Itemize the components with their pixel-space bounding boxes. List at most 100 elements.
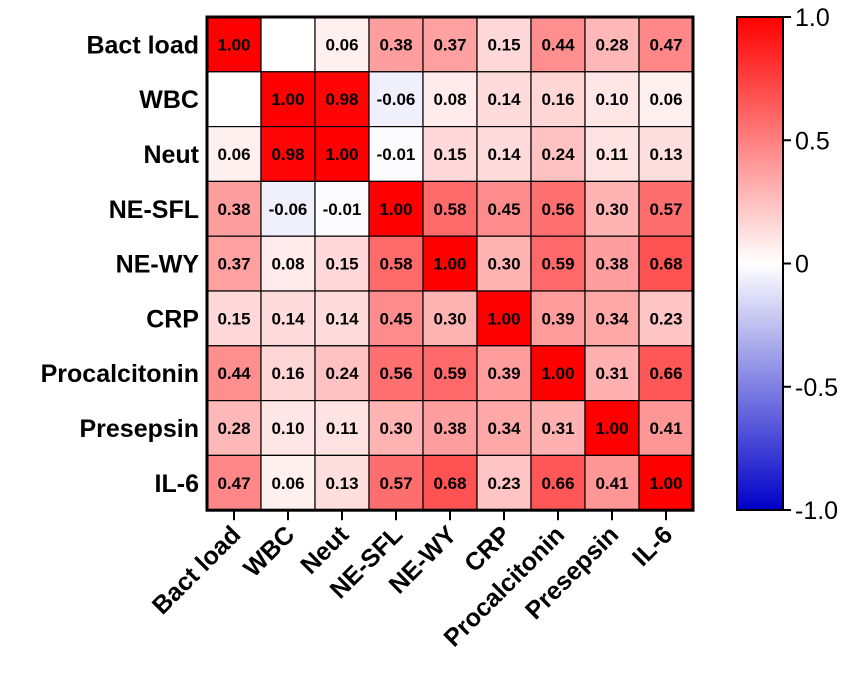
cell-value-label: 0.31 (595, 364, 628, 383)
cell-value-label: 0.15 (325, 255, 358, 274)
cell-value-label: 0.41 (649, 419, 682, 438)
heatmap-cell (530, 345, 586, 402)
cell-value-label: 0.11 (596, 145, 628, 164)
heatmap-cell (206, 16, 262, 73)
heatmap-cell (368, 400, 424, 457)
cell-value-label: 0.38 (595, 255, 628, 274)
cell-value-label: 0.47 (649, 35, 682, 54)
cell-value-label: 0.59 (541, 255, 574, 274)
cell-value-label: 0.68 (649, 255, 682, 274)
cell-value-label: 0.98 (325, 90, 358, 109)
colorbar-tick-label: 1.0 (795, 4, 830, 32)
axis-ticks (233, 510, 667, 521)
cell-value-label: 0.58 (379, 255, 412, 274)
cell-value-label: 0.23 (487, 474, 520, 493)
colorbar-tick-label: -0.5 (795, 374, 838, 402)
heatmap-cell (584, 16, 640, 73)
cell-value-label: 0.56 (379, 364, 412, 383)
heatmap-cell (260, 290, 316, 347)
heatmap-cell (422, 125, 478, 182)
cell-value-label: 1.00 (271, 90, 304, 109)
cell-value-label: -0.06 (269, 200, 308, 219)
row-label: Procalcitonin (41, 360, 199, 388)
cell-value-label: 1.00 (379, 200, 412, 219)
cell-value-label: 0.14 (325, 309, 359, 328)
heatmap-cell (638, 235, 694, 292)
cell-value-label: 1.00 (217, 35, 250, 54)
cell-value-label: 0.13 (325, 474, 358, 493)
cell-value-label: 0.08 (271, 255, 304, 274)
cell-value-label: 0.08 (433, 90, 466, 109)
heatmap-cell (206, 235, 262, 292)
cell-value-label: 0.34 (487, 419, 521, 438)
colorbar (736, 16, 784, 511)
cell-value-label: 0.39 (541, 309, 574, 328)
col-label: Bact load (147, 521, 246, 620)
col-labels: Bact loadWBCNeutNE-SFLNE-WYCRPProcalcito… (147, 520, 678, 652)
heatmap-cell (368, 125, 424, 182)
cell-value-label: 0.38 (217, 200, 250, 219)
heatmap-cell (206, 454, 262, 511)
cell-value-label: 0.66 (649, 364, 682, 383)
cell-value-label: 0.41 (595, 474, 628, 493)
heatmap-cell (368, 454, 424, 511)
cell-value-label: 0.57 (379, 474, 412, 493)
heatmap-cell (638, 400, 694, 457)
heatmap-cell (530, 71, 586, 128)
heatmap-cell (206, 400, 262, 457)
cell-value-label: 0.45 (379, 309, 412, 328)
cell-value-label: 0.14 (487, 145, 521, 164)
colorbar-tick-label: 0 (795, 251, 809, 279)
heatmap-cell-labels: 1.00 0.06 0.38 0.37 0.15 0.44 0.28 0.47 1.00 0.98… (217, 35, 682, 492)
cell-value-label: 0.44 (541, 35, 575, 54)
row-label: NE-SFL (109, 196, 199, 224)
heatmap-cell (476, 235, 532, 292)
heatmap-cell (260, 16, 316, 73)
heatmap-cell (476, 16, 532, 73)
cell-value-label: 0.16 (271, 364, 304, 383)
heatmap-cell (206, 290, 262, 347)
heatmap-cell (638, 71, 694, 128)
heatmap-cell (638, 125, 694, 182)
heatmap-cell (368, 290, 424, 347)
cell-value-label: 0.06 (649, 90, 682, 109)
cell-value-label: 0.15 (433, 145, 466, 164)
col-label: WBC (238, 521, 300, 583)
cell-value-label: 0.59 (433, 364, 466, 383)
cell-value-label: 0.30 (433, 309, 466, 328)
row-label: Bact load (86, 31, 199, 59)
cell-value-label: 0.14 (487, 90, 521, 109)
cell-value-label: -0.01 (323, 200, 362, 219)
heatmap-cell (638, 180, 694, 237)
cell-value-label: 0.39 (487, 364, 520, 383)
cell-value-label: 0.06 (217, 145, 250, 164)
heatmap-cell (422, 290, 478, 347)
cell-value-label: 0.16 (541, 90, 574, 109)
cell-value-label: 0.37 (217, 255, 250, 274)
cell-value-label: 0.98 (271, 145, 304, 164)
heatmap-cell (206, 71, 262, 128)
heatmap-cell (476, 400, 532, 457)
heatmap-cell (422, 454, 478, 511)
heatmap-cell (530, 235, 586, 292)
cell-value-label: 0.45 (487, 200, 520, 219)
heatmap-cell (530, 454, 586, 511)
heatmap-cell (206, 345, 262, 402)
heatmap-cell (260, 454, 316, 511)
cell-value-label: 0.34 (595, 309, 629, 328)
cell-value-label: 0.68 (433, 474, 466, 493)
heatmap-cell (422, 71, 478, 128)
cell-value-label: 0.31 (541, 419, 574, 438)
cell-value-label: 0.38 (433, 419, 466, 438)
heatmap-cells (206, 16, 694, 511)
heatmap-cell (314, 235, 370, 292)
cell-value-label: 0.37 (433, 35, 466, 54)
heatmap-cell (638, 454, 694, 511)
heatmap-cell (260, 125, 316, 182)
row-label: WBC (139, 86, 199, 114)
cell-value-label: 0.44 (217, 364, 251, 383)
cell-value-label: 0.24 (325, 364, 359, 383)
cell-value-label: -0.06 (377, 90, 416, 109)
heatmap-cell (476, 290, 532, 347)
